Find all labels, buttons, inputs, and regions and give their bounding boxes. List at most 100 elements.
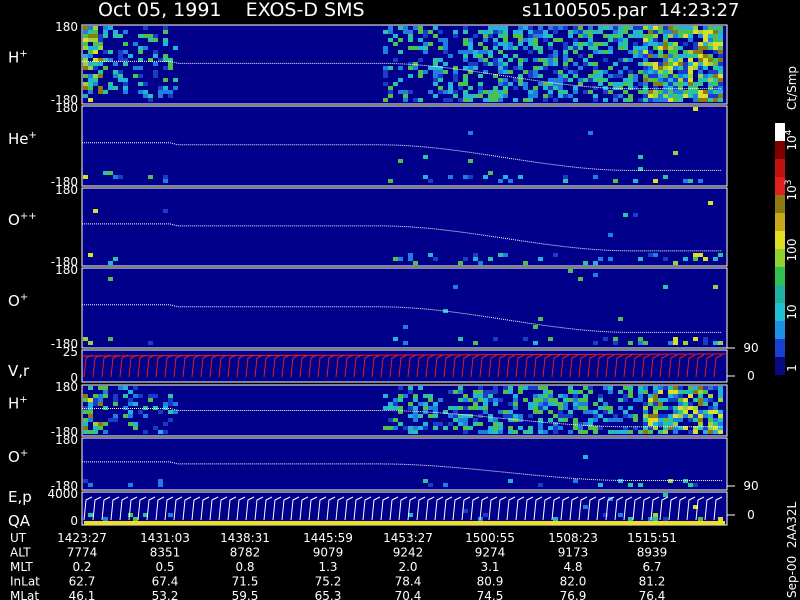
spectrogram-cell <box>533 341 538 345</box>
spectrogram-cell <box>108 261 113 265</box>
spectrogram-cell <box>458 98 463 102</box>
spectrogram-cell <box>573 30 578 34</box>
spectrogram-cell <box>503 94 508 98</box>
spectrogram-cell <box>103 171 108 175</box>
spectrogram-cell <box>613 26 618 30</box>
spectrogram-cell <box>658 386 663 390</box>
spectrogram-cell <box>718 38 723 42</box>
spectrogram-cell <box>158 479 163 483</box>
spectrogram-cell <box>698 62 703 66</box>
spectrogram-cell <box>643 78 648 82</box>
spectrogram-cell <box>473 62 478 66</box>
spectrogram-cell <box>663 42 668 46</box>
spectrogram-cell <box>528 386 533 390</box>
spectrogram-cell <box>548 26 553 30</box>
spectrogram-cell <box>568 94 573 98</box>
spectrogram-cell <box>553 70 558 74</box>
spectrogram-cell <box>98 422 103 426</box>
spectrogram-cell <box>668 58 673 62</box>
spectrogram-cell <box>583 261 588 265</box>
spectrogram-cell <box>388 406 393 410</box>
cell: 78.4 <box>395 575 422 589</box>
spectrogram-cell <box>628 82 633 86</box>
spectrogram-cell <box>673 82 678 86</box>
spectrogram-cell <box>93 422 98 426</box>
spectrogram-cell <box>163 38 168 42</box>
spectrogram-cell <box>83 58 88 62</box>
spectrogram-cell <box>613 418 618 422</box>
spectrogram-cell <box>703 30 708 34</box>
spectrogram-cell <box>443 70 448 74</box>
spectrogram-cell <box>703 46 708 50</box>
spectrogram-cell <box>643 406 648 410</box>
spectrogram-cell <box>478 54 483 58</box>
spectrogram-cell <box>428 66 433 70</box>
spectrogram-cell <box>563 78 568 82</box>
spectrogram-cell <box>478 90 483 94</box>
spectrogram-cell <box>688 50 693 54</box>
spectrogram-cell <box>583 402 588 406</box>
spectrogram-cell <box>628 70 633 74</box>
spectrogram-cell <box>718 390 723 394</box>
spectrogram-cell <box>93 66 98 70</box>
spectrogram-cell <box>468 398 473 402</box>
spectrogram-cell <box>503 38 508 42</box>
spectrogram-cell <box>458 390 463 394</box>
spectrogram-cell <box>603 42 608 46</box>
spectrogram-cell <box>453 410 458 414</box>
spectrogram-cell <box>548 418 553 422</box>
cell: 0.8 <box>235 560 254 574</box>
spectrogram-cell <box>643 50 648 54</box>
spectrogram-cell <box>613 414 618 418</box>
panel-label: QA <box>8 512 31 530</box>
spectrogram-cell <box>573 46 578 50</box>
spectrogram-cell <box>533 46 538 50</box>
spectrogram-cell <box>473 394 478 398</box>
spectrogram-cell <box>618 34 623 38</box>
spectrogram-cell <box>433 257 438 261</box>
spectrogram-cell <box>133 386 138 390</box>
spectrogram-cell <box>618 513 623 517</box>
spectrogram-cell <box>438 74 443 78</box>
spectrogram-cell <box>93 46 98 50</box>
spectrogram-cell <box>453 74 458 78</box>
spectrogram-cell <box>678 66 683 70</box>
spectrogram-cell <box>463 406 468 410</box>
spectrogram-cell <box>703 62 708 66</box>
spectrogram-cell <box>713 70 718 74</box>
panel-label: V,r <box>8 362 30 380</box>
spectrogram-cell <box>133 517 138 521</box>
spectrogram-cell <box>643 341 648 345</box>
spectrogram-cell <box>718 30 723 34</box>
spectrogram-cell <box>93 38 98 42</box>
spectrogram-cell <box>683 70 688 74</box>
spectrogram-cell <box>638 386 643 390</box>
spectrogram-cell <box>688 34 693 38</box>
spectrogram-cell <box>713 58 718 62</box>
spectrogram-cell <box>463 78 468 82</box>
side-note: Sep-00 2AA32L <box>785 501 799 598</box>
spectrogram-cell <box>163 86 168 90</box>
spectrogram-cell <box>698 386 703 390</box>
spectrogram-cell <box>463 398 468 402</box>
cell: 71.5 <box>232 575 259 589</box>
spectrogram-cell <box>463 74 468 78</box>
spectrogram-cell <box>683 54 688 58</box>
spectrogram-cell <box>503 386 508 390</box>
spectrogram-cell <box>683 410 688 414</box>
spectrogram-cell <box>463 58 468 62</box>
spectrogram-cell <box>673 337 678 341</box>
spectrogram-cell <box>493 26 498 30</box>
spectrogram-cell <box>163 54 168 58</box>
spectrogram-cell <box>483 38 488 42</box>
spectrogram-cell <box>163 30 168 34</box>
spectrogram-cell <box>553 26 558 30</box>
spectrogram-cell <box>603 78 608 82</box>
spectrogram-cell <box>643 58 648 62</box>
spectrogram-cell <box>428 398 433 402</box>
spectrogram-cell <box>573 62 578 66</box>
spectrogram-cell <box>688 86 693 90</box>
spectrogram-cell <box>708 201 713 205</box>
spectrogram-cell <box>588 34 593 38</box>
spectrogram-cell <box>628 430 633 434</box>
